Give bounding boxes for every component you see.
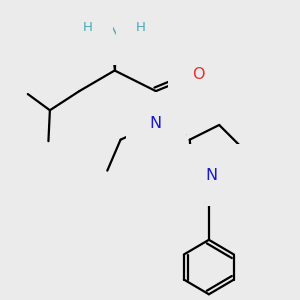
Text: N: N — [109, 26, 121, 41]
Text: N: N — [205, 167, 217, 182]
Text: H: H — [136, 21, 146, 34]
Text: O: O — [192, 68, 205, 82]
Text: N: N — [150, 116, 162, 131]
Text: H: H — [83, 21, 93, 34]
Polygon shape — [111, 41, 119, 70]
